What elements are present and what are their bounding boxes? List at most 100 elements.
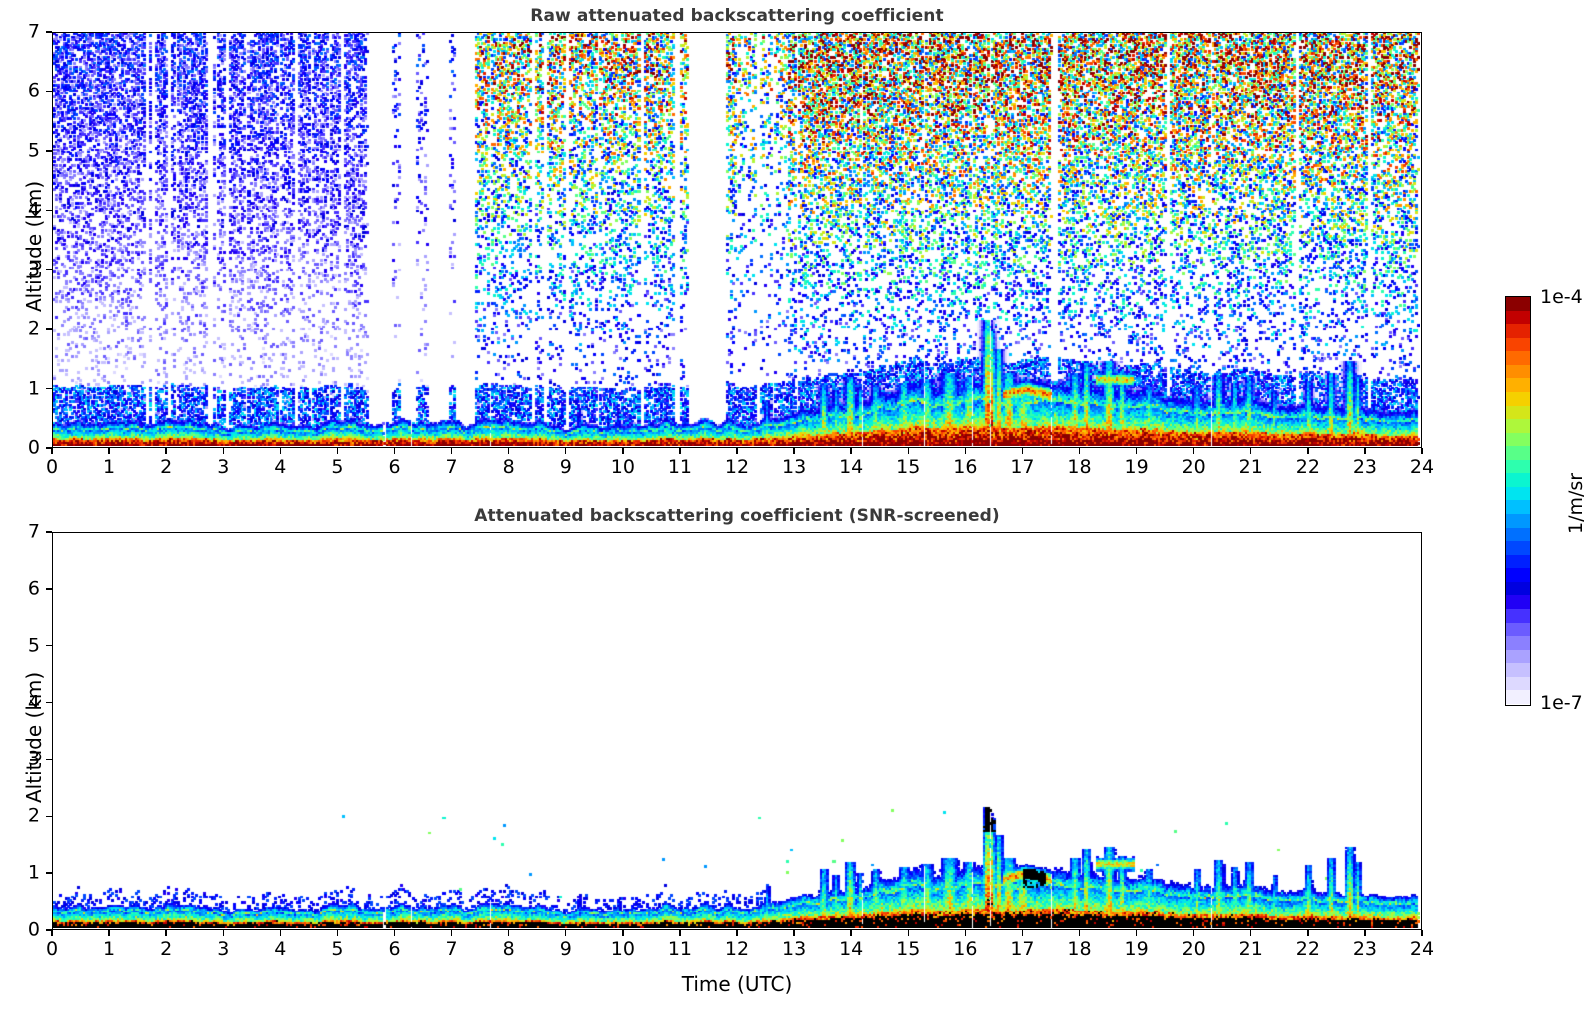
- colorbar-segment: [1506, 554, 1530, 569]
- colorbar-segment: [1506, 378, 1530, 392]
- x-axis-tick-label: 12: [724, 456, 750, 478]
- colorbar-segment: [1506, 405, 1530, 420]
- x-axis-tick-label: 18: [1067, 938, 1092, 960]
- colorbar-segment: [1506, 364, 1530, 379]
- y-axis-tick: [46, 150, 52, 152]
- x-axis-tick-label: 5: [331, 938, 344, 960]
- x-axis-tick-label: 7: [445, 456, 458, 478]
- colorbar-segment: [1506, 324, 1530, 338]
- x-axis-tick: [1307, 930, 1309, 936]
- x-axis-tick-label: 11: [667, 938, 692, 960]
- x-axis-tick: [222, 448, 224, 454]
- y-axis-tick-label: 5: [27, 139, 40, 162]
- x-axis-tick-label: 15: [896, 938, 921, 960]
- x-axis-tick: [165, 448, 167, 454]
- x-axis-tick: [565, 930, 567, 936]
- y-axis-tick-label: 1: [27, 861, 40, 884]
- y-axis-tick: [46, 588, 52, 590]
- x-axis-tick: [450, 930, 453, 936]
- x-axis-tick: [1421, 448, 1423, 454]
- x-axis-tick-label: 3: [217, 938, 230, 960]
- y-axis-tick: [46, 31, 52, 33]
- y-axis-tick-label: 0: [27, 918, 40, 941]
- colorbar-segment: [1506, 473, 1530, 487]
- x-axis-tick-label: 0: [45, 456, 59, 478]
- x-axis-tick-label: 4: [274, 938, 287, 960]
- y-axis-tick-label: 6: [27, 577, 40, 600]
- panel-raw-title: Raw attenuated backscattering coefficien…: [530, 6, 944, 26]
- colorbar-segment: [1506, 500, 1530, 514]
- x-axis-tick: [964, 448, 967, 454]
- x-axis-tick-label: 7: [445, 938, 458, 960]
- y-axis-tick-label: 5: [27, 634, 40, 657]
- x-axis-tick-label: 19: [1124, 456, 1149, 478]
- y-axis-tick: [46, 758, 52, 761]
- x-axis-tick-label: 15: [896, 456, 921, 478]
- x-axis-tick: [1135, 930, 1138, 936]
- colorbar-segment: [1506, 568, 1530, 582]
- x-axis-tick-label: 24: [1409, 938, 1435, 960]
- colorbar-segment: [1506, 527, 1530, 542]
- x-axis-tick-label: 9: [559, 456, 572, 478]
- panel-screened-plot-area[interactable]: [52, 532, 1422, 930]
- x-axis-tick-label: 17: [1010, 938, 1035, 960]
- colorbar-unit-label: 1/m/sr: [1565, 472, 1587, 534]
- colorbar-gradient: [1505, 296, 1531, 706]
- colorbar-segment: [1506, 622, 1530, 637]
- y-axis-tick: [46, 929, 52, 931]
- x-axis-tick: [736, 448, 738, 454]
- x-axis-tick-label: 23: [1352, 938, 1377, 960]
- x-axis-tick: [622, 448, 624, 454]
- x-axis-tick: [622, 930, 624, 936]
- colorbar-segment: [1506, 649, 1530, 664]
- x-axis-tick: [736, 930, 738, 936]
- x-axis-label: Time (UTC): [681, 972, 793, 996]
- y-axis-tick: [46, 701, 52, 704]
- colorbar-segment: [1506, 459, 1530, 474]
- x-axis-tick-label: 20: [1181, 456, 1206, 478]
- y-axis-tick-label: 3: [27, 258, 40, 281]
- x-axis-tick-label: 21: [1238, 456, 1263, 478]
- x-axis-tick: [1307, 448, 1309, 454]
- colorbar-max-label: 1e-4: [1540, 286, 1583, 308]
- x-axis-tick-label: 16: [953, 456, 978, 478]
- x-axis-tick: [1135, 448, 1138, 454]
- x-axis-tick-label: 19: [1124, 938, 1149, 960]
- y-axis-tick-label: 2: [27, 317, 40, 340]
- x-axis-tick: [1421, 930, 1423, 936]
- x-axis-tick-label: 1: [103, 938, 116, 960]
- x-axis-tick-label: 11: [667, 456, 692, 478]
- x-axis-tick: [1192, 930, 1195, 936]
- colorbar-segment: [1506, 595, 1530, 609]
- y-axis-tick-label: 3: [27, 747, 40, 770]
- x-axis-tick: [793, 448, 795, 454]
- panel-raw-canvas: [53, 33, 1420, 446]
- x-axis-tick: [1250, 930, 1252, 936]
- colorbar-segment: [1506, 514, 1530, 528]
- x-axis-tick: [507, 448, 510, 454]
- colorbar-segment: [1506, 391, 1530, 406]
- x-axis-tick: [279, 930, 282, 936]
- x-axis-tick-label: 13: [781, 456, 807, 478]
- colorbar-min-label: 1e-7: [1540, 692, 1583, 714]
- x-axis-tick-label: 2: [160, 456, 173, 478]
- colorbar-segment: [1506, 676, 1530, 691]
- x-axis-tick-label: 14: [839, 456, 864, 478]
- x-axis-tick-label: 0: [45, 938, 59, 960]
- x-axis-tick: [907, 930, 909, 936]
- colorbar-segment: [1506, 486, 1530, 501]
- colorbar-segment: [1506, 297, 1530, 311]
- y-axis-tick: [46, 90, 52, 93]
- x-axis-tick-label: 2: [160, 938, 173, 960]
- x-axis-tick: [679, 930, 681, 936]
- x-axis-tick: [1078, 930, 1081, 936]
- x-axis-tick: [51, 930, 53, 936]
- x-axis-tick: [1021, 448, 1024, 454]
- panel-raw-plot-area[interactable]: [52, 32, 1422, 448]
- x-axis-tick-label: 22: [1295, 938, 1320, 960]
- x-axis-tick-label: 17: [1010, 456, 1035, 478]
- x-axis-tick: [108, 930, 110, 936]
- colorbar-segment: [1506, 337, 1530, 352]
- y-axis-tick-label: 7: [27, 20, 40, 43]
- colorbar-segment: [1506, 608, 1530, 623]
